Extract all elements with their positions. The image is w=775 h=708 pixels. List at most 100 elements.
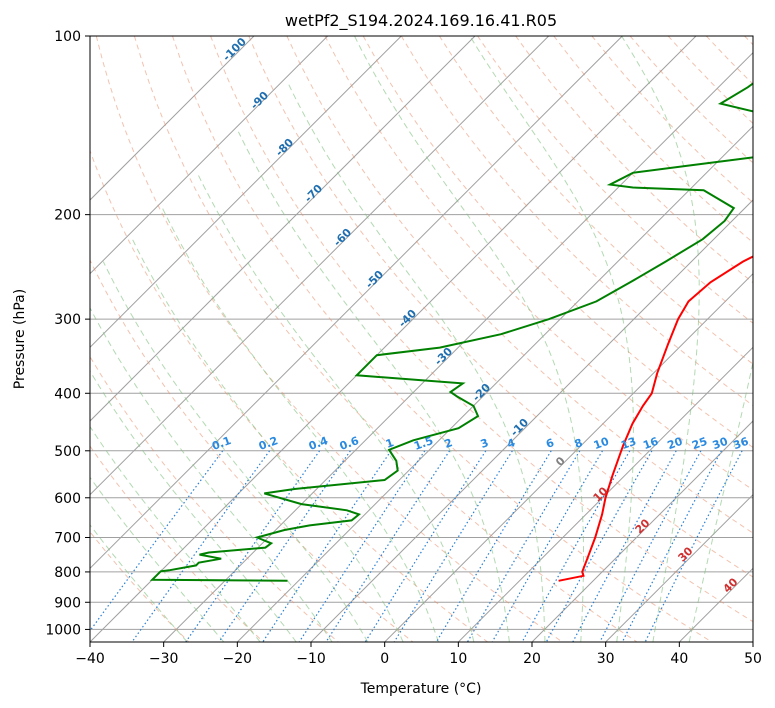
dry-adiabat-line bbox=[362, 36, 753, 449]
isotherm-line bbox=[236, 125, 753, 642]
dry-adiabat-line bbox=[133, 36, 638, 642]
moist-adiabat-line bbox=[161, 207, 439, 642]
moist-adiabat-line bbox=[90, 524, 188, 642]
dry-adiabat-label: -70 bbox=[302, 182, 325, 205]
mixing-ratio-label: 0.1 bbox=[210, 434, 233, 453]
moist-adiabat-line bbox=[90, 306, 333, 642]
x-tick-label: −30 bbox=[149, 651, 179, 667]
x-tick-label: 40 bbox=[670, 651, 688, 667]
mixing-ratio-label: 0.4 bbox=[307, 434, 330, 453]
mixing-ratio-line bbox=[393, 450, 513, 642]
isotherm-line bbox=[90, 36, 623, 570]
mixing-ratio-line bbox=[644, 450, 743, 642]
dry-adiabat-label: -60 bbox=[331, 226, 354, 249]
dry-adiabat-line bbox=[210, 36, 753, 623]
mixing-ratio-line bbox=[90, 450, 224, 632]
isotherm-line bbox=[457, 346, 753, 642]
background-lines bbox=[90, 36, 753, 642]
dry-adiabat-label: -20 bbox=[470, 381, 493, 404]
isotherm-line bbox=[310, 199, 753, 642]
moist-adiabat-line bbox=[90, 476, 225, 642]
dry-adiabat-label: -80 bbox=[273, 136, 296, 159]
x-tick-label: 0 bbox=[380, 651, 389, 667]
moist-adiabat-line bbox=[354, 36, 584, 642]
mixing-ratio-label: 3 bbox=[479, 436, 491, 451]
y-tick-label: 500 bbox=[54, 444, 81, 460]
moist-adiabat-line bbox=[102, 261, 369, 642]
x-tick-label: 50 bbox=[744, 651, 762, 667]
dry-adiabat-line bbox=[324, 36, 753, 491]
moist-adiabat-line bbox=[90, 370, 297, 642]
x-tick-label: −20 bbox=[223, 651, 253, 667]
moist-adiabat-line bbox=[621, 36, 700, 642]
moist-adiabat-line bbox=[90, 425, 261, 642]
dry-adiabat-line bbox=[744, 36, 753, 46]
x-axis-label: Temperature (°C) bbox=[360, 681, 482, 697]
dewpoint-line bbox=[149, 82, 753, 582]
y-tick-label: 600 bbox=[54, 491, 81, 507]
dry-adiabat-line bbox=[400, 36, 753, 407]
temperature-line bbox=[558, 255, 753, 582]
isopleth-labels: -100-90-80-70-60-50-40-30-20-10010203040… bbox=[210, 35, 750, 596]
mixing-ratio-line bbox=[325, 450, 451, 642]
isotherm-line bbox=[90, 36, 255, 201]
dry-adiabat-label: 40 bbox=[721, 575, 741, 595]
mixing-ratio-label: 0.2 bbox=[257, 434, 280, 453]
mixing-ratio-line bbox=[435, 450, 552, 642]
isotherm-line bbox=[384, 272, 753, 642]
isotherm-line bbox=[90, 36, 476, 422]
moist-adiabat-line bbox=[237, 131, 510, 642]
mixing-ratio-label: 10 bbox=[592, 435, 611, 453]
mixing-ratio-line bbox=[262, 450, 392, 642]
x-tick-label: 10 bbox=[449, 651, 467, 667]
mixing-ratio-label: 13 bbox=[619, 435, 638, 452]
isotherm-line bbox=[752, 641, 753, 642]
dry-adiabat-label: -50 bbox=[363, 268, 386, 291]
dry-adiabat-line bbox=[90, 149, 488, 642]
dry-adiabat-line bbox=[172, 36, 712, 642]
x-tick-label: −40 bbox=[75, 651, 105, 667]
y-tick-label: 700 bbox=[54, 531, 81, 547]
dry-adiabat-line bbox=[705, 36, 753, 85]
chart-title: wetPf2_S194.2024.169.16.41.R05 bbox=[285, 11, 557, 31]
isotherm-line bbox=[531, 420, 753, 642]
moist-adiabat-line bbox=[469, 36, 634, 642]
mixing-ratio-label: 6 bbox=[544, 436, 556, 451]
mixing-ratio-label: 2 bbox=[443, 436, 455, 451]
dry-adiabat-label: -90 bbox=[248, 89, 271, 112]
moist-adiabat-line bbox=[196, 172, 475, 642]
x-tick-label: 30 bbox=[597, 651, 615, 667]
plot-frame bbox=[89, 35, 754, 643]
dry-adiabat-label: -40 bbox=[396, 307, 419, 330]
mixing-ratio-line bbox=[185, 450, 321, 642]
isotherm-line bbox=[90, 36, 697, 642]
dry-adiabat-line bbox=[438, 36, 753, 365]
dry-adiabat-line bbox=[248, 36, 753, 578]
moist-adiabat-line bbox=[131, 238, 404, 642]
moist-adiabat-line bbox=[287, 82, 546, 642]
y-tick-label: 100 bbox=[54, 29, 81, 45]
mixing-ratio-label: 8 bbox=[573, 436, 585, 451]
mixing-ratio-label: 20 bbox=[666, 435, 685, 453]
y-tick-label: 400 bbox=[54, 386, 81, 402]
isotherm-line bbox=[678, 567, 753, 642]
mixing-ratio-label: 25 bbox=[690, 435, 709, 452]
mixing-ratio-label: 1 bbox=[384, 436, 396, 451]
dry-adiabat-line bbox=[95, 36, 563, 642]
dry-adiabat-line bbox=[90, 355, 339, 642]
y-axis: 100 200 300 400 500 600 700 800 900 1000 bbox=[45, 29, 90, 638]
mixing-ratio-line bbox=[298, 450, 426, 642]
isotherm-line bbox=[90, 36, 329, 275]
x-tick-label: 20 bbox=[523, 651, 541, 667]
mixing-ratio-line bbox=[572, 450, 677, 642]
profile-lines bbox=[149, 82, 753, 582]
dry-adiabat-line bbox=[90, 531, 190, 642]
y-tick-label: 1000 bbox=[45, 622, 81, 638]
mixing-ratio-line bbox=[545, 450, 653, 642]
y-tick-label: 800 bbox=[54, 565, 81, 581]
x-axis: −40 −30 −20 −10 0 10 20 30 40 50 bbox=[75, 642, 762, 667]
mixing-ratio-label: 16 bbox=[641, 435, 660, 453]
mixing-ratio-label: 30 bbox=[711, 435, 730, 453]
isotherm-line bbox=[605, 493, 753, 642]
